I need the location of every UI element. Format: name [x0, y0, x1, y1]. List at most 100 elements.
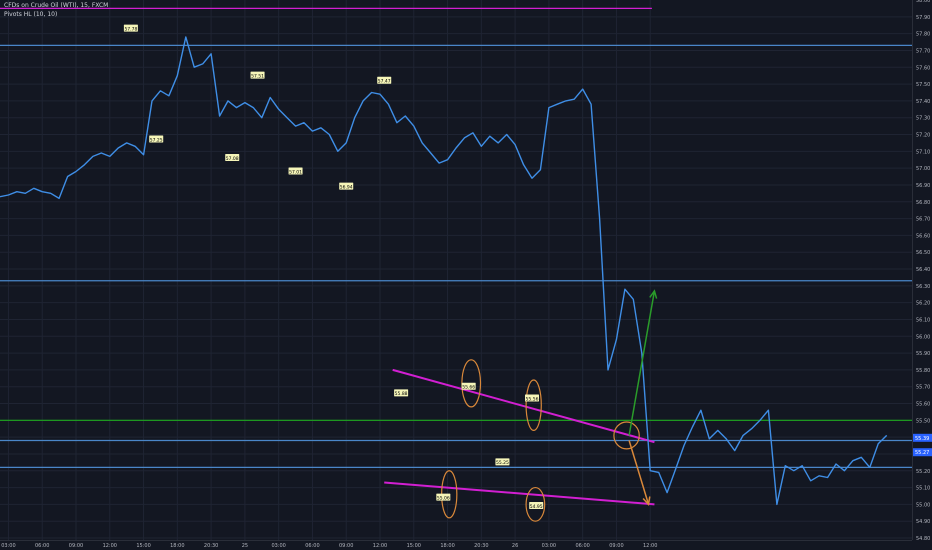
y-tick-label: 56.50	[916, 250, 930, 256]
pivot-label: 57.08	[226, 156, 239, 162]
projection-arrows	[628, 289, 658, 507]
indicator-label: Pivots HL (10, 10)	[4, 11, 58, 18]
y-tick-label: 54.80	[916, 536, 930, 542]
pivot-label: 57.51	[251, 73, 264, 79]
trendlines	[384, 368, 655, 506]
pivot-label: 55.66	[462, 384, 475, 390]
pivot-label-box	[394, 389, 409, 397]
y-tick-label: 57.80	[916, 32, 930, 38]
pivot-label: 57.25	[150, 137, 163, 143]
circle-annotation	[525, 379, 542, 431]
x-tick-label: 06:00	[575, 543, 589, 549]
pivot-label: 55.88	[395, 391, 408, 397]
y-tick-label: 55.50	[916, 418, 930, 424]
pivot-label-box	[123, 24, 138, 32]
price-tag	[913, 448, 932, 457]
x-tick-label: 09:00	[609, 543, 623, 549]
pivot-label: 57.01	[289, 169, 302, 175]
x-tick-label: 18:00	[170, 543, 184, 549]
y-tick-label: 56.30	[916, 284, 930, 290]
x-tick-label: 06:00	[35, 543, 49, 549]
y-tick-label: 57.20	[916, 133, 930, 139]
x-tick-label: 09:00	[69, 543, 83, 549]
pivot-label-box	[250, 71, 265, 79]
pivot-label: 57.47	[378, 79, 391, 85]
grid-lines	[0, 0, 912, 540]
x-tick-label: 12:00	[103, 543, 117, 549]
y-tick-label: 57.10	[916, 149, 930, 155]
y-tick-label: 57.30	[916, 116, 930, 122]
price-tag-label: 55.27	[915, 450, 929, 456]
pivot-label-box	[495, 458, 510, 466]
y-tick-label: 56.40	[916, 267, 930, 273]
y-tick-label: 56.80	[916, 200, 930, 206]
x-tick-label: 06:00	[305, 543, 319, 549]
pivot-label-box	[225, 154, 240, 162]
y-tick-label: 56.20	[916, 301, 930, 307]
horizontal-levels	[0, 7, 912, 468]
x-tick-label: 09:00	[339, 543, 353, 549]
x-tick-label: 26	[512, 543, 518, 549]
pivot-label-box	[461, 382, 476, 390]
y-tick-label: 55.60	[916, 402, 930, 408]
trendline	[392, 368, 655, 444]
price-series	[0, 36, 888, 506]
pivot-label-box	[339, 182, 354, 190]
y-tick-label: 57.00	[916, 166, 930, 172]
x-tick-label: 15:00	[407, 543, 421, 549]
y-tick-label: 57.90	[916, 15, 930, 21]
x-tick-label: 12:00	[373, 543, 387, 549]
y-tick-label: 56.90	[916, 183, 930, 189]
x-tick-label: 18:00	[440, 543, 454, 549]
pivot-label-box	[149, 135, 164, 143]
arrow-head	[642, 496, 651, 507]
pivot-label-box	[436, 493, 451, 501]
circle-annotation	[613, 421, 640, 450]
x-tick-label: 03:00	[271, 543, 285, 549]
pivot-label: 57.78	[124, 26, 137, 32]
pivot-label: 55.56	[526, 396, 539, 402]
price-tag-label: 55.39	[915, 436, 929, 442]
x-tick-label: 20:30	[204, 543, 218, 549]
y-axis[interactable]: 58.00 57.90 57.80 57.70 57.60 57.50 57.40 57.30…	[912, 0, 932, 550]
y-tick-label: 55.90	[916, 351, 930, 357]
pivot-label-box	[377, 76, 392, 84]
x-tick-label: 25	[242, 543, 248, 549]
x-tick-label: 15:00	[136, 543, 150, 549]
y-tick-label: 55.70	[916, 385, 930, 391]
y-tick-label: 56.60	[916, 233, 930, 239]
y-tick-label: 56.00	[916, 334, 930, 340]
pivot-label: 54.95	[530, 504, 543, 510]
y-tick-label: 57.40	[916, 99, 930, 105]
arrow-head	[649, 289, 658, 299]
x-tick-label: 12:00	[643, 543, 657, 549]
x-tick-label: 20:30	[474, 543, 488, 549]
pivot-label: 55.25	[496, 460, 509, 466]
pivot-label: 56.94	[340, 184, 353, 190]
x-axis[interactable]: 03:00 06:00 09:00 12:00 15:00 18:00 20:30 25 03:…	[0, 540, 912, 550]
pivot-label-box	[525, 394, 539, 402]
y-tick-label: 58.00	[916, 0, 930, 4]
x-tick-label: 03:00	[542, 543, 556, 549]
y-tick-label: 56.70	[916, 217, 930, 223]
y-tick-label: 54.90	[916, 519, 930, 525]
trendline	[384, 481, 655, 506]
circle-annotation	[525, 486, 546, 522]
pivot-label: 55.06	[437, 495, 450, 501]
y-axis-bg	[912, 0, 932, 550]
y-tick-label: 57.50	[916, 82, 930, 88]
x-tick-label: 03:00	[1, 543, 15, 549]
arrow-shaft	[628, 440, 650, 505]
y-tick-label: 56.10	[916, 317, 930, 323]
pivot-label-box	[529, 502, 544, 510]
y-tick-label: 55.00	[916, 502, 930, 508]
chart-title: CFDs on Crude Oil (WTI), 15, FXCM	[4, 2, 109, 9]
y-tick-label: 55.80	[916, 368, 930, 374]
pivot-labels: 57.78 57.25 57.51 57.08 57.01 57.47 56.94 55.88…	[123, 24, 544, 510]
y-tick-label: 57.70	[916, 48, 930, 54]
price-tag	[913, 433, 932, 442]
y-tick-label: 55.20	[916, 469, 930, 475]
y-tick-label: 55.10	[916, 486, 930, 492]
price-line	[0, 36, 888, 506]
